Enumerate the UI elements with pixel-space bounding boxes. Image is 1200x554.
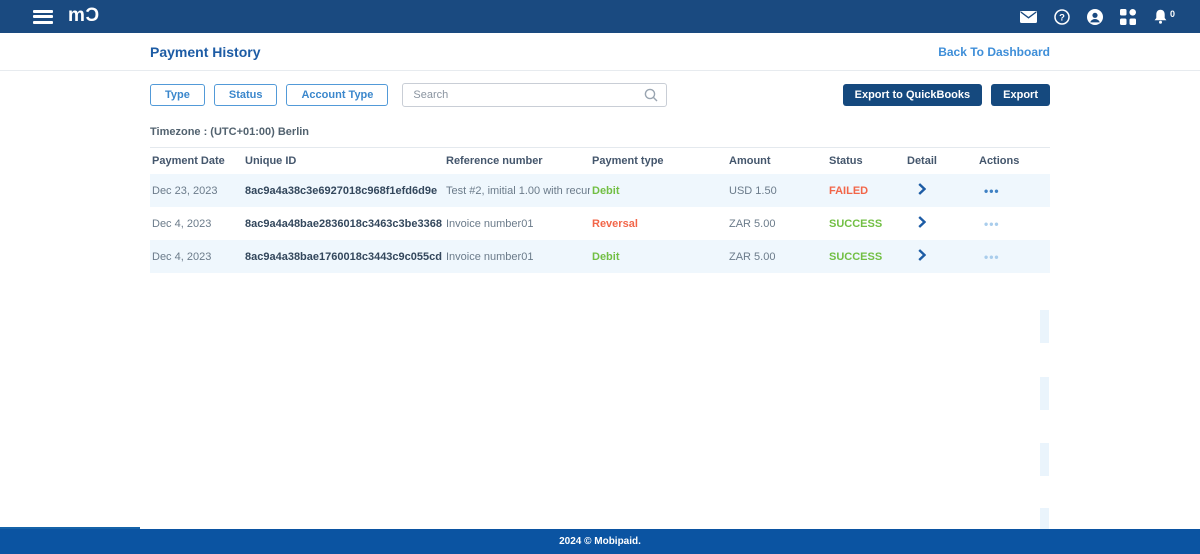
col-header-unique-id: Unique ID [245, 154, 297, 167]
mobipaid-logo[interactable]: mƆ [68, 4, 100, 26]
reference-cell: Invoice number01 [446, 250, 534, 263]
detail-chevron-right-icon[interactable] [918, 249, 927, 261]
table-header-row: Payment Date Unique ID Reference number … [150, 147, 1050, 174]
unique-id-cell: 8ac9a4a48bae2836018c3463c3be3368 [245, 217, 442, 230]
actions-ellipsis-icon[interactable]: ••• [984, 183, 1000, 198]
scroll-stripe [1040, 508, 1049, 529]
payment-date-cell: Dec 4, 2023 [152, 217, 212, 230]
footer-left-edge-line [0, 527, 140, 529]
notifications-bell-icon[interactable]: 0 [1153, 9, 1175, 25]
copyright-text: 2024 © Mobipaid. [559, 536, 641, 547]
back-to-dashboard-link[interactable]: Back To Dashboard [938, 44, 1050, 59]
col-header-actions: Actions [979, 154, 1020, 167]
amount-cell: ZAR 5.00 [729, 217, 776, 230]
search-box [402, 83, 668, 107]
detail-chevron-right-icon[interactable] [918, 216, 927, 228]
account-type-filter-button[interactable]: Account Type [286, 84, 389, 106]
mail-icon[interactable] [1019, 10, 1037, 23]
scroll-stripe [1040, 443, 1049, 476]
page-title: Payment History [150, 43, 261, 60]
type-filter-button[interactable]: Type [150, 84, 205, 106]
timezone-label: Timezone : (UTC+01:00) Berlin [150, 126, 1050, 148]
menu-icon[interactable] [33, 9, 53, 24]
amount-cell: USD 1.50 [729, 184, 777, 197]
table-row: Dec 23, 2023 8ac9a4a38c3e6927018c968f1ef… [150, 174, 1050, 207]
col-header-detail: Detail [907, 154, 937, 167]
reference-cell: Invoice number01 [446, 217, 534, 230]
payment-type-cell: Debit [592, 184, 620, 197]
payment-date-cell: Dec 4, 2023 [152, 250, 212, 263]
payment-type-cell: Debit [592, 250, 620, 263]
search-icon [644, 88, 658, 107]
status-filter-button[interactable]: Status [213, 84, 278, 106]
search-input[interactable] [402, 83, 668, 107]
col-header-amount: Amount [729, 154, 771, 167]
top-navbar: mƆ ? [0, 0, 1200, 33]
apps-grid-icon[interactable] [1119, 8, 1136, 25]
status-badge: SUCCESS [829, 250, 883, 263]
export-to-quickbooks-button[interactable]: Export to QuickBooks [842, 84, 983, 106]
status-badge: SUCCESS [829, 217, 883, 230]
col-header-status: Status [829, 154, 863, 167]
export-button[interactable]: Export [991, 84, 1050, 106]
col-header-reference-number: Reference number [446, 154, 543, 167]
actions-ellipsis-icon[interactable]: ••• [984, 216, 1000, 231]
scroll-stripe [1040, 310, 1049, 343]
navbar-icons: ? [1019, 8, 1175, 25]
page-header: Payment History Back To Dashboard [0, 33, 1200, 71]
toolbar: Type Status Account Type Export to Quick… [150, 83, 1050, 107]
amount-cell: ZAR 5.00 [729, 250, 776, 263]
notification-count-badge: 0 [1169, 8, 1175, 19]
svg-text:?: ? [1059, 12, 1065, 23]
table-row: Dec 4, 2023 8ac9a4a38bae1760018c3443c9c0… [150, 240, 1050, 273]
unique-id-cell: 8ac9a4a38bae1760018c3443c9c055cd [245, 250, 442, 263]
reference-cell: Test #2, imitial 1.00 with recurrin... [446, 184, 590, 197]
col-header-payment-type: Payment type [592, 154, 664, 167]
actions-ellipsis-icon[interactable]: ••• [984, 249, 1000, 264]
payment-date-cell: Dec 23, 2023 [152, 184, 218, 197]
detail-chevron-right-icon[interactable] [918, 183, 927, 195]
payment-type-cell: Reversal [592, 217, 638, 230]
col-header-payment-date: Payment Date [152, 154, 225, 167]
export-buttons: Export to QuickBooks Export [842, 84, 1050, 106]
status-badge: FAILED [829, 184, 869, 197]
payments-table: Payment Date Unique ID Reference number … [150, 147, 1050, 273]
help-icon[interactable]: ? [1054, 8, 1070, 25]
user-icon[interactable] [1086, 8, 1103, 25]
scroll-stripe [1040, 377, 1049, 410]
table-row: Dec 4, 2023 8ac9a4a48bae2836018c3463c3be… [150, 207, 1050, 240]
unique-id-cell: 8ac9a4a38c3e6927018c968f1efd6d9e [245, 184, 438, 197]
footer: 2024 © Mobipaid. [0, 529, 1200, 554]
